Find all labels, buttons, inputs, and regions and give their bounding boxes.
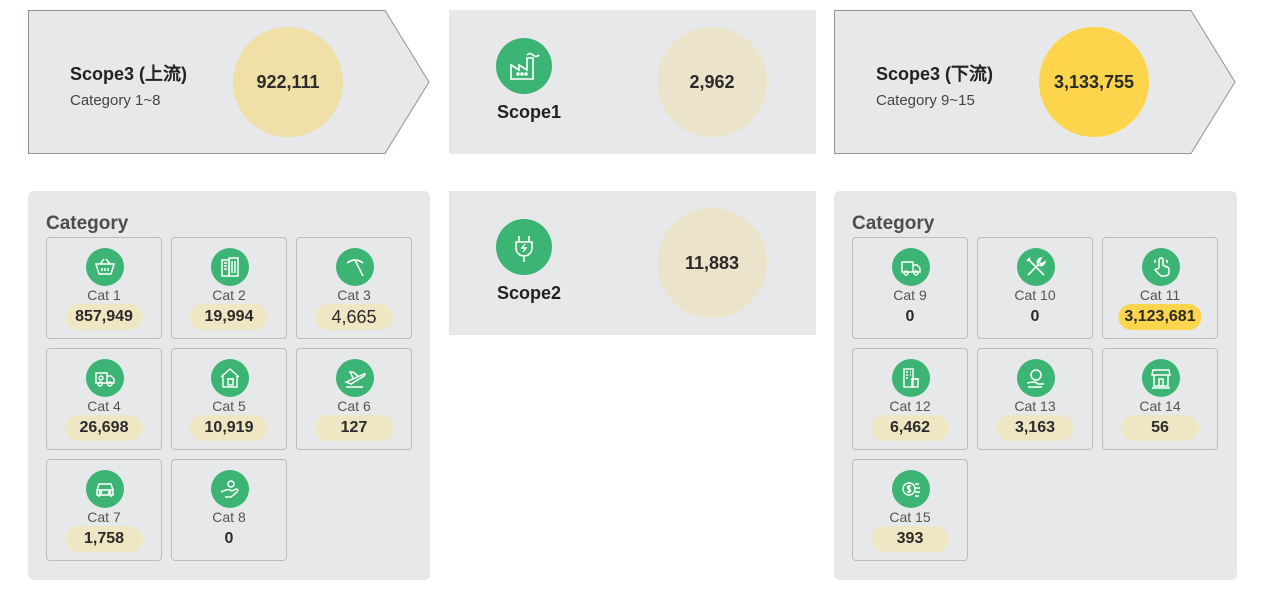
downstream-title: Scope3 (下流) xyxy=(876,64,994,84)
upstream-subtitle: Category 1~8 xyxy=(70,92,161,109)
building-icon xyxy=(211,248,249,286)
truck-gear-icon xyxy=(86,359,124,397)
downstream-titles: Scope3 (下流) Category 9~15 xyxy=(876,60,993,109)
category-name: Cat 5 xyxy=(212,398,246,414)
category-name: Cat 13 xyxy=(1014,398,1056,414)
category-name: Cat 1 xyxy=(87,287,121,303)
category-value: 857,949 xyxy=(65,304,143,330)
category-name: Cat 10 xyxy=(1014,287,1056,303)
scope2-panel: Scope2 11,883 xyxy=(449,191,816,335)
person-hand-icon xyxy=(1017,359,1055,397)
category-name: Cat 15 xyxy=(889,509,931,525)
upstream-title: Scope3 (上流) xyxy=(70,64,188,84)
category-card-cat13[interactable]: Cat 13 3,163 xyxy=(977,348,1093,450)
category-card-cat1[interactable]: Cat 1 857,949 xyxy=(46,237,162,339)
category-card-cat8[interactable]: Cat 8 0 xyxy=(171,459,287,561)
hand-coin-icon xyxy=(211,470,249,508)
category-value: 0 xyxy=(224,530,234,547)
store-icon xyxy=(1142,359,1180,397)
scope1-panel: Scope1 2,962 xyxy=(449,10,816,154)
category-name: Cat 11 xyxy=(1139,287,1181,303)
category-card-cat7[interactable]: Cat 7 1,758 xyxy=(46,459,162,561)
category-value: 4,665 xyxy=(315,304,393,330)
category-card-cat14[interactable]: Cat 14 56 xyxy=(1102,348,1218,450)
category-value: 1,758 xyxy=(65,526,143,552)
car-icon xyxy=(86,470,124,508)
house-trash-icon xyxy=(211,359,249,397)
upstream-total: 922,111 xyxy=(233,27,343,137)
category-card-cat6[interactable]: Cat 6 127 xyxy=(296,348,412,450)
category-heading: Category xyxy=(46,213,129,234)
category-value: 127 xyxy=(315,415,393,441)
category-card-cat10[interactable]: Cat 10 0 xyxy=(977,237,1093,339)
delivery-truck-icon xyxy=(892,248,930,286)
category-name: Cat 7 xyxy=(87,509,121,525)
category-card-cat5[interactable]: Cat 5 10,919 xyxy=(171,348,287,450)
category-value: 0 xyxy=(1030,308,1040,325)
category-name: Cat 3 xyxy=(337,287,371,303)
coins-icon xyxy=(892,470,930,508)
category-value: 393 xyxy=(871,526,949,552)
category-name: Cat 6 xyxy=(337,398,371,414)
downstream-category-panel: Category Cat 9 0 Cat 10 0 Cat 11 3,123,6… xyxy=(834,191,1237,580)
airplane-icon xyxy=(336,359,374,397)
scope1-label: Scope1 xyxy=(497,102,562,122)
category-value: 56 xyxy=(1121,415,1199,441)
category-heading: Category xyxy=(852,213,935,234)
category-name: Cat 9 xyxy=(893,287,927,303)
category-card-cat2[interactable]: Cat 2 19,994 xyxy=(171,237,287,339)
scope3-upstream-panel: Scope3 (上流) Category 1~8 922,111 xyxy=(28,10,432,154)
category-name: Cat 8 xyxy=(212,509,246,525)
tools-icon xyxy=(1017,248,1055,286)
category-card-cat15[interactable]: Cat 15 393 xyxy=(852,459,968,561)
category-name: Cat 14 xyxy=(1139,398,1181,414)
scope2-total: 11,883 xyxy=(657,208,767,318)
downstream-subtitle: Category 9~15 xyxy=(876,92,975,109)
upstream-category-panel: Category Cat 1 857,949 Cat 2 19,994 Cat … xyxy=(28,191,430,580)
category-name: Cat 12 xyxy=(889,398,931,414)
factory-icon xyxy=(496,38,552,94)
category-value: 26,698 xyxy=(65,415,143,441)
category-card-cat3[interactable]: Cat 3 4,665 xyxy=(296,237,412,339)
category-value: 19,994 xyxy=(190,304,268,330)
category-value: 10,919 xyxy=(190,415,268,441)
pickaxe-icon xyxy=(336,248,374,286)
upstream-titles: Scope3 (上流) Category 1~8 xyxy=(70,60,187,109)
category-value: 0 xyxy=(905,308,915,325)
hand-touch-icon xyxy=(1142,248,1180,286)
category-card-cat11[interactable]: Cat 11 3,123,681 xyxy=(1102,237,1218,339)
category-card-cat4[interactable]: Cat 4 26,698 xyxy=(46,348,162,450)
plug-icon xyxy=(496,219,552,275)
scope3-downstream-panel: Scope3 (下流) Category 9~15 3,133,755 xyxy=(834,10,1238,154)
cart-icon xyxy=(86,248,124,286)
category-value-highlight: 3,123,681 xyxy=(1118,304,1202,330)
scope2-label: Scope2 xyxy=(497,283,562,303)
category-value: 6,462 xyxy=(871,415,949,441)
category-card-cat12[interactable]: Cat 12 6,462 xyxy=(852,348,968,450)
scope1-total: 2,962 xyxy=(657,27,767,137)
category-name: Cat 2 xyxy=(212,287,246,303)
building-trash-icon xyxy=(892,359,930,397)
downstream-total: 3,133,755 xyxy=(1039,27,1149,137)
category-value: 3,163 xyxy=(996,415,1074,441)
category-name: Cat 4 xyxy=(87,398,121,414)
category-card-cat9[interactable]: Cat 9 0 xyxy=(852,237,968,339)
